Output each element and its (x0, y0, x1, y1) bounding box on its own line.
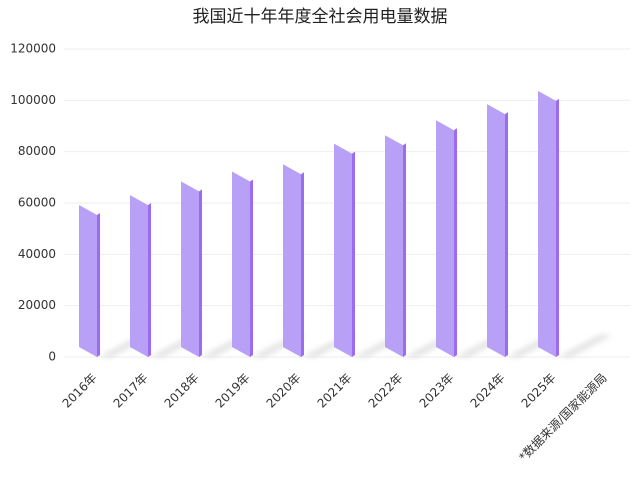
x-tick-label: 2019年 (213, 371, 253, 411)
bar-side (97, 213, 100, 357)
bar (487, 104, 505, 358)
bar-group (538, 90, 612, 357)
bar-group (79, 205, 153, 357)
y-tick-label: 120000 (10, 42, 56, 56)
bar (538, 90, 556, 357)
x-tick-label: 2023年 (417, 371, 457, 411)
y-tick-label: 100000 (10, 93, 56, 107)
x-tick-label: 2021年 (315, 371, 355, 411)
bar-side (505, 112, 508, 358)
y-tick-label: 0 (48, 350, 56, 364)
y-tick-label: 80000 (18, 144, 56, 158)
y-tick-label: 40000 (18, 247, 56, 261)
bar (130, 195, 148, 357)
bar-side (454, 128, 457, 357)
bar-side (148, 203, 151, 357)
x-tick-label: 2024年 (468, 371, 508, 411)
bar (79, 205, 97, 357)
x-tick-label: 2016年 (60, 371, 100, 411)
x-tick-label: 2018年 (162, 371, 202, 411)
x-tick-label: 2022年 (366, 371, 406, 411)
y-tick-label: 60000 (18, 196, 56, 210)
bar (283, 164, 301, 357)
x-tick-label: 2020年 (264, 371, 304, 411)
bar-side (301, 172, 304, 357)
x-tick-label: 2017年 (111, 371, 151, 411)
bar (385, 135, 403, 357)
bar (334, 143, 352, 357)
bar-side (199, 189, 202, 357)
chart-title: 我国近十年年度全社会用电量数据 (193, 7, 448, 27)
source-note: *数据来源/国家能源局 (516, 370, 610, 464)
x-tick-label: 2025年 (519, 371, 559, 411)
bar-shadow (558, 335, 612, 357)
bar-side (250, 179, 253, 357)
y-tick-label: 20000 (18, 298, 56, 312)
bar-side (556, 98, 559, 357)
bar-side (352, 151, 355, 357)
bar (232, 171, 250, 357)
bar-side (403, 143, 406, 357)
bar (181, 181, 199, 357)
bar (436, 120, 454, 357)
